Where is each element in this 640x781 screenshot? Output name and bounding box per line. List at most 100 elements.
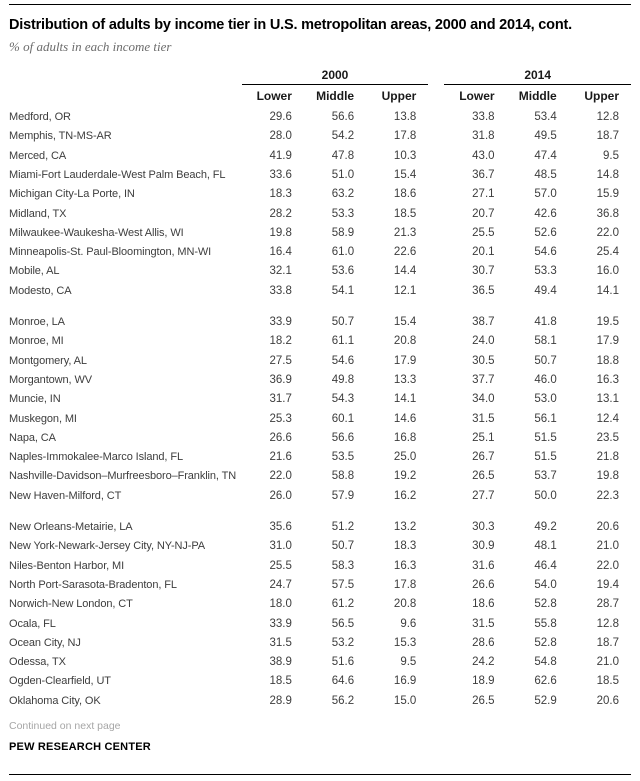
value-cell: 21.6 — [269, 451, 292, 464]
value-cell: 51.6 — [331, 656, 355, 669]
value-cell: 28.2 — [269, 207, 292, 220]
value-cell: 53.3 — [534, 265, 557, 278]
value-cell: 57.5 — [331, 578, 355, 591]
value-cell: 31.5 — [269, 636, 292, 649]
metro-name-cell: Napa, CA — [9, 431, 56, 444]
metro-name-cell: Ocala, FL — [9, 617, 56, 630]
value-cell: 38.7 — [472, 316, 495, 329]
value-cell: 27.7 — [472, 489, 495, 502]
table-row: Morgantown, WV 36.9 49.8 13.3 37.7 46.0 16.3 — [9, 370, 631, 389]
value-cell: 58.8 — [331, 470, 355, 483]
table-row: Medford, OR 29.6 56.6 13.8 33.8 53.4 12.8 — [9, 107, 631, 126]
source-label: PEW RESEARCH CENTER — [9, 741, 151, 754]
value-cell: 18.5 — [269, 675, 292, 688]
value-cell: 31.8 — [472, 130, 495, 143]
value-cell: 13.3 — [393, 373, 417, 386]
value-cell: 56.6 — [331, 111, 355, 124]
page-subtitle: % of adults in each income tier — [9, 39, 172, 55]
column-gap — [428, 486, 444, 505]
column-gap — [428, 127, 444, 146]
value-cell: 14.4 — [393, 265, 417, 278]
value-cell: 52.8 — [534, 598, 557, 611]
value-cell: 19.5 — [596, 316, 619, 329]
metro-name-cell: Oklahoma City, OK — [9, 694, 101, 707]
column-gap — [428, 691, 444, 710]
value-cell: 51.0 — [331, 169, 355, 181]
value-cell: 58.1 — [534, 335, 557, 348]
table-row: Milwaukee-Waukesha-West Allis, WI 19.8 58.… — [9, 223, 631, 242]
value-cell: 53.2 — [331, 636, 355, 649]
value-cell: 16.3 — [596, 373, 619, 386]
metro-name-cell: New Orleans-Metairie, LA — [9, 521, 133, 534]
value-cell: 42.6 — [534, 207, 557, 220]
value-cell: 14.8 — [596, 169, 619, 181]
value-cell: 19.8 — [269, 226, 292, 239]
value-cell: 53.6 — [331, 265, 355, 278]
value-cell: 31.0 — [269, 540, 292, 553]
value-cell: 49.8 — [331, 373, 355, 386]
value-cell: 49.4 — [534, 284, 557, 297]
value-cell: 53.7 — [534, 470, 557, 483]
value-cell: 54.1 — [331, 284, 355, 297]
value-cell: 54.0 — [534, 578, 557, 591]
value-cell: 21.0 — [596, 656, 619, 669]
value-cell: 54.3 — [331, 393, 355, 406]
column-header-upper-2000: Upper — [381, 89, 417, 104]
column-gap — [428, 300, 444, 331]
metro-name-cell: Merced, CA — [9, 149, 67, 162]
table-row: Montgomery, AL 27.5 54.6 17.9 30.5 50.7 18.8 — [9, 351, 631, 370]
table-row: Midland, TX 28.2 53.3 18.5 20.7 42.6 36.8 — [9, 204, 631, 223]
column-gap — [428, 467, 444, 486]
value-cell: 33.8 — [472, 111, 495, 124]
column-header-upper-2014: Upper — [584, 89, 619, 104]
value-cell: 9.5 — [603, 149, 619, 162]
value-cell: 26.5 — [472, 470, 495, 483]
value-cell: 14.1 — [393, 393, 417, 406]
metro-name-cell: Muskegon, MI — [9, 412, 77, 425]
metro-name-cell: Milwaukee-Waukesha-West Allis, WI — [9, 226, 184, 239]
value-cell: 18.7 — [596, 636, 619, 649]
column-gap — [428, 448, 444, 467]
value-cell: 33.9 — [269, 617, 292, 630]
value-cell: 51.5 — [534, 451, 557, 464]
value-cell: 41.9 — [269, 149, 292, 162]
value-cell: 28.6 — [472, 636, 495, 649]
value-cell: 30.7 — [472, 265, 495, 278]
metro-name-cell: Nashville-Davidson–Murfreesboro–Franklin… — [9, 470, 237, 483]
metro-name-cell: Ocean City, NJ — [9, 636, 81, 649]
year-header-row: 2000 2014 — [9, 68, 631, 86]
column-gap — [428, 68, 444, 85]
table-row: Napa, CA 26.6 56.6 16.8 25.1 51.5 23.5 — [9, 428, 631, 447]
column-gap — [428, 281, 444, 300]
value-cell: 25.4 — [596, 246, 619, 259]
column-header-middle-2014: Middle — [518, 89, 557, 104]
top-rule — [9, 4, 631, 5]
value-cell: 54.8 — [534, 656, 557, 669]
value-cell: 18.6 — [393, 188, 417, 201]
table-row: Monroe, LA 33.9 50.7 15.4 38.7 41.8 19.5 — [9, 300, 631, 331]
metro-name-cell: Medford, OR — [9, 111, 71, 124]
value-cell: 50.7 — [331, 540, 355, 553]
value-cell: 22.3 — [596, 489, 619, 502]
table-row: Modesto, CA 33.8 54.1 12.1 36.5 49.4 14.1 — [9, 281, 631, 300]
column-gap — [428, 107, 444, 126]
value-cell: 17.9 — [393, 354, 417, 367]
value-cell: 50.7 — [534, 354, 557, 367]
value-cell: 25.5 — [269, 559, 292, 572]
value-cell: 18.8 — [596, 354, 619, 367]
metro-name-cell: Michigan City-La Porte, IN — [9, 188, 135, 201]
value-cell: 36.9 — [269, 373, 292, 386]
metro-name-cell: New York-Newark-Jersey City, NY-NJ-PA — [9, 540, 205, 553]
value-cell: 24.0 — [472, 335, 495, 348]
bottom-rule — [9, 774, 631, 775]
value-cell: 26.0 — [269, 489, 292, 502]
value-cell: 25.5 — [472, 226, 495, 239]
metro-name-cell: Memphis, TN-MS-AR — [9, 130, 112, 143]
value-cell: 24.7 — [269, 578, 292, 591]
table-row: Merced, CA 41.9 47.8 10.3 43.0 47.4 9.5 — [9, 146, 631, 165]
column-gap — [428, 505, 444, 536]
column-gap — [428, 85, 444, 108]
table-row: Minneapolis-St. Paul-Bloomington, MN-WI 1… — [9, 243, 631, 262]
value-cell: 53.3 — [331, 207, 355, 220]
value-cell: 53.5 — [331, 451, 355, 464]
